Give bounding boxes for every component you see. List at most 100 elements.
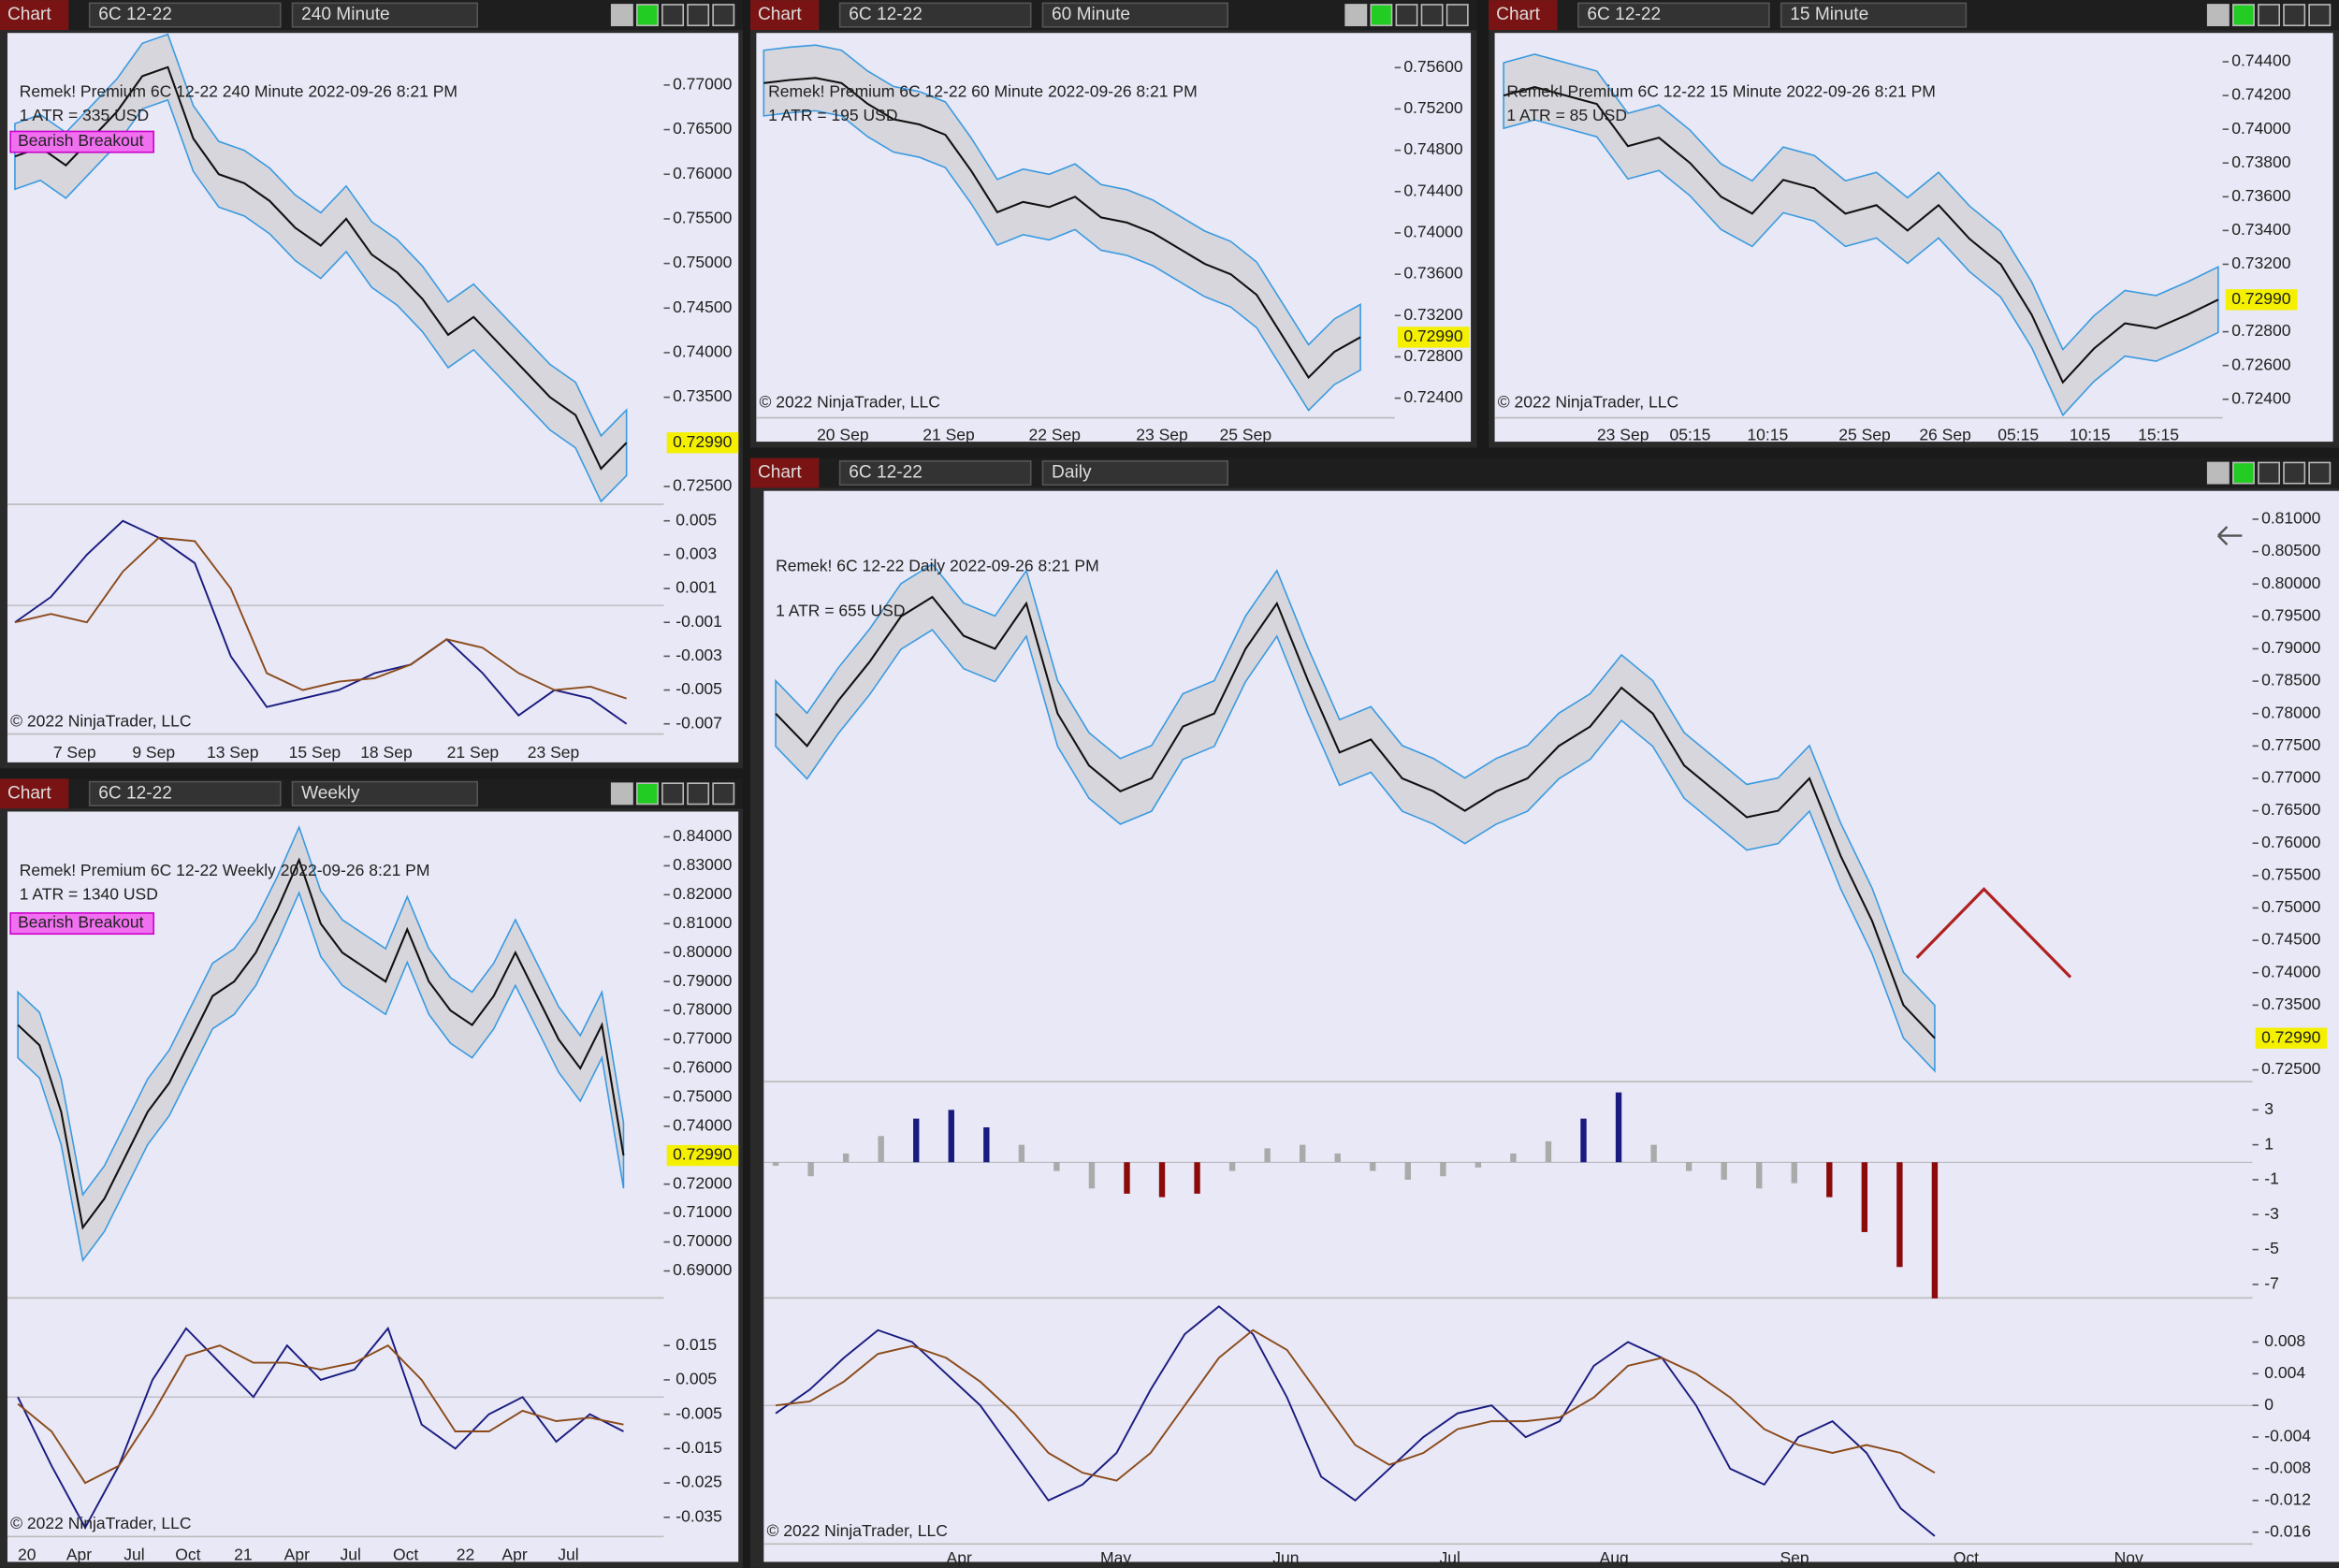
y-tick-label: 0.74400: [2231, 51, 2291, 70]
y-tick-label: 0.74000: [2231, 119, 2291, 138]
period: Daily: [1052, 463, 1092, 483]
back-arrow[interactable]: [2217, 526, 2243, 545]
instrument-select[interactable]: [838, 460, 1032, 486]
y-tick-label: 0.82000: [673, 884, 733, 903]
window-button[interactable]: [1420, 4, 1444, 27]
x-tick-label: 15:15: [2138, 425, 2179, 443]
y-tick-label: 0.78500: [2261, 671, 2321, 690]
histogram-bar: [1404, 1162, 1412, 1180]
period-select[interactable]: [291, 2, 479, 28]
instrument-select[interactable]: [1577, 2, 1770, 28]
window-button[interactable]: [687, 4, 710, 27]
y-tick-label: 0.74800: [1403, 139, 1463, 158]
window-button[interactable]: [687, 782, 710, 806]
y-tick-label: 0.74000: [2261, 962, 2321, 980]
window-button[interactable]: [661, 782, 685, 806]
y-tick-label: 0.72400: [2231, 388, 2291, 407]
x-tick-label: 23 Sep: [528, 743, 580, 762]
window-button[interactable]: [636, 782, 659, 806]
window-button[interactable]: [2308, 461, 2332, 485]
copyright: © 2022 NinjaTrader, LLC: [10, 711, 191, 730]
x-tick-label: Oct: [1954, 1548, 1979, 1567]
x-tick-label: 9 Sep: [132, 743, 175, 762]
y-tick-label: -0.012: [2264, 1489, 2311, 1508]
x-tick-label: 23 Sep: [1136, 425, 1188, 443]
x-tick-label: 26 Sep: [1919, 425, 1971, 443]
window-button[interactable]: [1370, 4, 1393, 27]
histogram-bar: [1826, 1162, 1833, 1198]
period-select[interactable]: [1041, 2, 1228, 28]
window-button[interactable]: [712, 4, 735, 27]
y-tick-label: 0.75600: [1403, 57, 1463, 76]
window-button[interactable]: [2232, 461, 2255, 485]
window-button[interactable]: [610, 782, 633, 806]
atr-label: 1 ATR = 1340 USD: [20, 884, 158, 903]
window-button[interactable]: [712, 782, 735, 806]
y-tick-label: 0.72800: [1403, 346, 1463, 365]
window-button[interactable]: [2232, 4, 2255, 27]
window-button[interactable]: [1446, 4, 1469, 27]
last-price-box: [666, 432, 739, 454]
period: 240 Minute: [301, 5, 390, 24]
x-tick-label: Nov: [2114, 1548, 2143, 1567]
window-button[interactable]: [2206, 461, 2230, 485]
histogram-bar: [1440, 1162, 1446, 1177]
period-select[interactable]: [1041, 460, 1228, 486]
histogram-bar: [842, 1153, 850, 1163]
y-tick-label: 0.70000: [673, 1231, 733, 1250]
atr-label: 1 ATR = 335 USD: [20, 106, 149, 124]
window-button[interactable]: [2308, 4, 2332, 27]
price-line: [775, 595, 1936, 1039]
y-tick-label: 0.75000: [673, 1087, 733, 1106]
y-tick-label: 0.76000: [673, 1058, 733, 1077]
y-tick-label: 0.73600: [2231, 186, 2291, 205]
histogram-bar: [1685, 1162, 1693, 1171]
histogram-bar: [1861, 1162, 1868, 1232]
histogram-bar: [1650, 1144, 1657, 1163]
tab-label: Chart: [7, 5, 51, 24]
x-tick-label: Jul: [558, 1546, 578, 1564]
window-button[interactable]: [610, 4, 633, 27]
y-tick-label: -0.001: [676, 612, 722, 631]
envelope-band: [775, 562, 1936, 1073]
last-price: 0.72990: [1403, 327, 1463, 345]
y-tick-label: 0.73200: [2231, 254, 2291, 272]
y-tick-label: 0.001: [676, 578, 717, 597]
x-tick-label: 10:15: [1747, 425, 1788, 443]
tab-label: Chart: [758, 463, 802, 483]
x-tick-label: Jul: [340, 1546, 360, 1564]
x-tick-label: Apr: [947, 1548, 972, 1567]
x-tick-label: 18 Sep: [360, 743, 413, 762]
window-button[interactable]: [2258, 461, 2281, 485]
chart-tab: [749, 0, 820, 31]
instrument-select[interactable]: [88, 2, 282, 28]
x-tick-label: 15 Sep: [289, 743, 341, 762]
y-tick-label: 0.76000: [673, 164, 733, 182]
y-tick-label: -0.005: [676, 679, 722, 698]
instrument-select[interactable]: [88, 780, 282, 806]
instrument-select[interactable]: [838, 2, 1032, 28]
window-button[interactable]: [661, 4, 685, 27]
y-tick-label: 0.74500: [673, 298, 733, 316]
tab-label: Chart: [758, 5, 802, 24]
window-button[interactable]: [2283, 461, 2306, 485]
period-select[interactable]: [291, 780, 479, 806]
y-tick-label: 0.79000: [673, 971, 733, 990]
histogram-bar: [1510, 1153, 1517, 1163]
window-button[interactable]: [636, 4, 659, 27]
chart-title: Remek! Premium 6C 12-22 Weekly 2022-09-2…: [20, 861, 430, 879]
window-button[interactable]: [1395, 4, 1418, 27]
window-button[interactable]: [1344, 4, 1368, 27]
window-button[interactable]: [2283, 4, 2306, 27]
instrument: 6C 12-22: [849, 5, 923, 24]
window-button[interactable]: [2258, 4, 2281, 27]
window-button[interactable]: [2206, 4, 2230, 27]
period-select[interactable]: [1780, 2, 1968, 28]
y-tick-label: 0.76500: [673, 119, 733, 138]
histogram-bar: [1615, 1092, 1622, 1163]
histogram-bar: [948, 1110, 954, 1163]
chart-tab: [1489, 0, 1558, 31]
y-tick-label: 0.72000: [673, 1173, 733, 1192]
histogram-bar: [878, 1136, 884, 1163]
